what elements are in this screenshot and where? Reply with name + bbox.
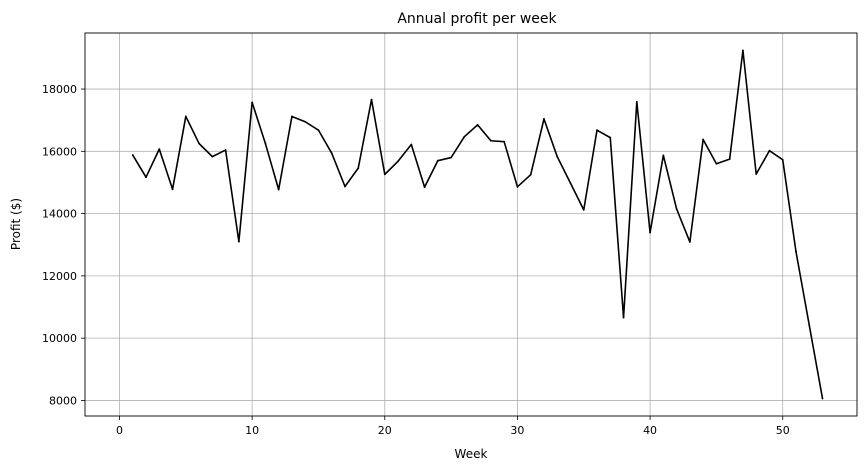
- data-point: [742, 49, 744, 52]
- data-point: [556, 155, 559, 158]
- data-point: [662, 154, 665, 157]
- data-point: [184, 115, 187, 118]
- data-point: [463, 135, 466, 138]
- data-point: [622, 316, 625, 319]
- data-point: [635, 100, 638, 103]
- data-point: [291, 115, 293, 118]
- x-tick-label: 30: [510, 424, 524, 437]
- data-point: [171, 188, 174, 191]
- data-point: [543, 118, 545, 120]
- x-tick-label: 0: [116, 424, 123, 437]
- data-point: [569, 182, 572, 184]
- y-axis-label: Profit ($): [9, 198, 23, 250]
- data-point: [596, 129, 598, 132]
- data-point: [277, 188, 280, 191]
- plot-frame: [84, 32, 858, 417]
- data-point: [317, 129, 320, 132]
- data-point: [450, 156, 452, 159]
- y-tick-label: 14000: [42, 208, 77, 221]
- data-point: [688, 241, 691, 243]
- y-tick-label: 8000: [49, 394, 77, 407]
- data-point: [781, 158, 784, 161]
- y-tick-label: 16000: [42, 145, 77, 158]
- data-point: [264, 142, 267, 145]
- data-point: [649, 231, 651, 234]
- data-point: [251, 101, 254, 104]
- data-point: [609, 136, 612, 139]
- data-point: [357, 167, 360, 170]
- data-point: [675, 208, 678, 210]
- x-tick-label: 50: [776, 424, 790, 437]
- data-point: [330, 152, 333, 155]
- data-point: [237, 240, 240, 243]
- data-point: [529, 173, 532, 176]
- x-tick-label: 10: [245, 424, 259, 437]
- data-point: [436, 159, 439, 162]
- data-point: [768, 149, 771, 152]
- series: [131, 49, 824, 400]
- data-point: [516, 185, 519, 188]
- data-point: [158, 148, 161, 151]
- data-point: [715, 162, 718, 165]
- data-point: [423, 186, 426, 189]
- data-point: [503, 140, 506, 143]
- data-point: [304, 120, 307, 123]
- data-point: [476, 123, 479, 126]
- grid: [85, 33, 857, 416]
- data-point: [344, 185, 346, 188]
- data-point: [755, 173, 758, 175]
- data-point: [370, 98, 373, 101]
- data-point: [490, 139, 492, 142]
- y-tick-label: 10000: [42, 332, 77, 345]
- data-point: [702, 138, 705, 141]
- y-tick-label: 18000: [42, 83, 77, 96]
- data-point: [198, 142, 200, 145]
- data-point: [383, 173, 386, 176]
- data-point: [211, 155, 214, 158]
- data-point: [145, 176, 147, 179]
- x-axis-label: Week: [455, 447, 488, 461]
- data-point: [808, 324, 811, 326]
- x-tick-label: 40: [643, 424, 657, 437]
- data-point: [131, 154, 134, 156]
- x-tick-label: 20: [378, 424, 392, 437]
- data-point: [410, 143, 413, 146]
- data-point: [728, 158, 731, 161]
- data-point: [224, 149, 227, 151]
- chart-title: Annual profit per week: [397, 11, 557, 27]
- data-point: [821, 397, 824, 400]
- y-tick-label: 12000: [42, 270, 77, 283]
- data-point: [582, 208, 585, 211]
- axis-ticks: 0 10 20 30 40 50 8000 10000 12000 14000 16000 18000: [42, 83, 790, 437]
- data-point: [397, 160, 399, 163]
- data-point: [795, 250, 797, 253]
